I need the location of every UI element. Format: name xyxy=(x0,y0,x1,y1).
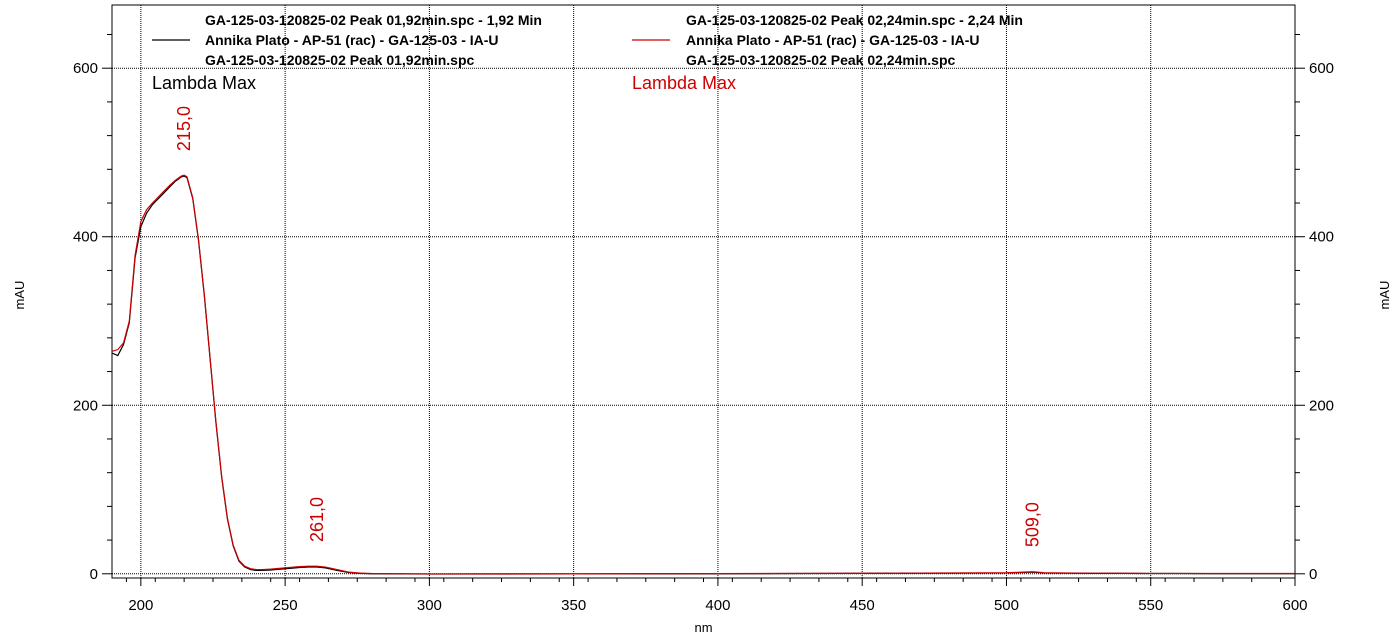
x-tick-label: 600 xyxy=(1282,597,1307,614)
series-line-2 xyxy=(111,174,1295,575)
legend: GA-125-03-120825-02 Peak 01,92min.spc - … xyxy=(152,12,1023,68)
legend-entry-1-line-3: GA-125-03-120825-02 Peak 01,92min.spc xyxy=(205,52,474,68)
y-tick-label-right: 400 xyxy=(1309,229,1334,246)
lambda-max-labels: Lambda Max Lambda Max xyxy=(152,73,736,93)
x-tick-label: 300 xyxy=(417,597,442,614)
series-layer xyxy=(111,174,1295,575)
lambda-max-label-1: Lambda Max xyxy=(152,73,256,93)
x-tick-label: 200 xyxy=(128,597,153,614)
y-tick-label-left: 400 xyxy=(73,229,98,246)
y-tick-label-right: 0 xyxy=(1309,566,1317,583)
legend-entry-2-line-1: GA-125-03-120825-02 Peak 02,24min.spc - … xyxy=(686,12,1023,28)
peak-label: 509,0 xyxy=(1022,502,1042,547)
peak-label: 215,0 xyxy=(174,106,194,151)
x-axis-label: nm xyxy=(694,620,712,635)
y-tick-label-right: 600 xyxy=(1309,60,1334,77)
x-tick-label: 450 xyxy=(850,597,875,614)
peak-labels: 215,0 261,0 509,0 xyxy=(174,106,1042,547)
x-tick-label: 400 xyxy=(705,597,730,614)
lambda-max-label-2: Lambda Max xyxy=(632,73,736,93)
y-tick-label-left: 200 xyxy=(73,397,98,414)
y-axis-label-right: mAU xyxy=(1377,281,1392,310)
x-tick-label: 550 xyxy=(1138,597,1163,614)
x-tick-label: 250 xyxy=(273,597,298,614)
legend-entry-1-line-2: Annika Plato - AP-51 (rac) - GA-125-03 -… xyxy=(205,32,499,48)
series-line-1 xyxy=(111,175,1295,575)
legend-entry-2-line-2: Annika Plato - AP-51 (rac) - GA-125-03 -… xyxy=(686,32,980,48)
legend-entry-1-line-1: GA-125-03-120825-02 Peak 01,92min.spc - … xyxy=(205,12,542,28)
y-tick-label-left: 0 xyxy=(90,566,98,583)
x-tick-label: 500 xyxy=(994,597,1019,614)
peak-label: 261,0 xyxy=(307,497,327,542)
y-axis-label-left: mAU xyxy=(12,281,27,310)
legend-entry-2-line-3: GA-125-03-120825-02 Peak 02,24min.spc xyxy=(686,52,955,68)
y-tick-label-right: 200 xyxy=(1309,397,1334,414)
x-tick-label: 350 xyxy=(561,597,586,614)
y-tick-label-left: 600 xyxy=(73,60,98,77)
